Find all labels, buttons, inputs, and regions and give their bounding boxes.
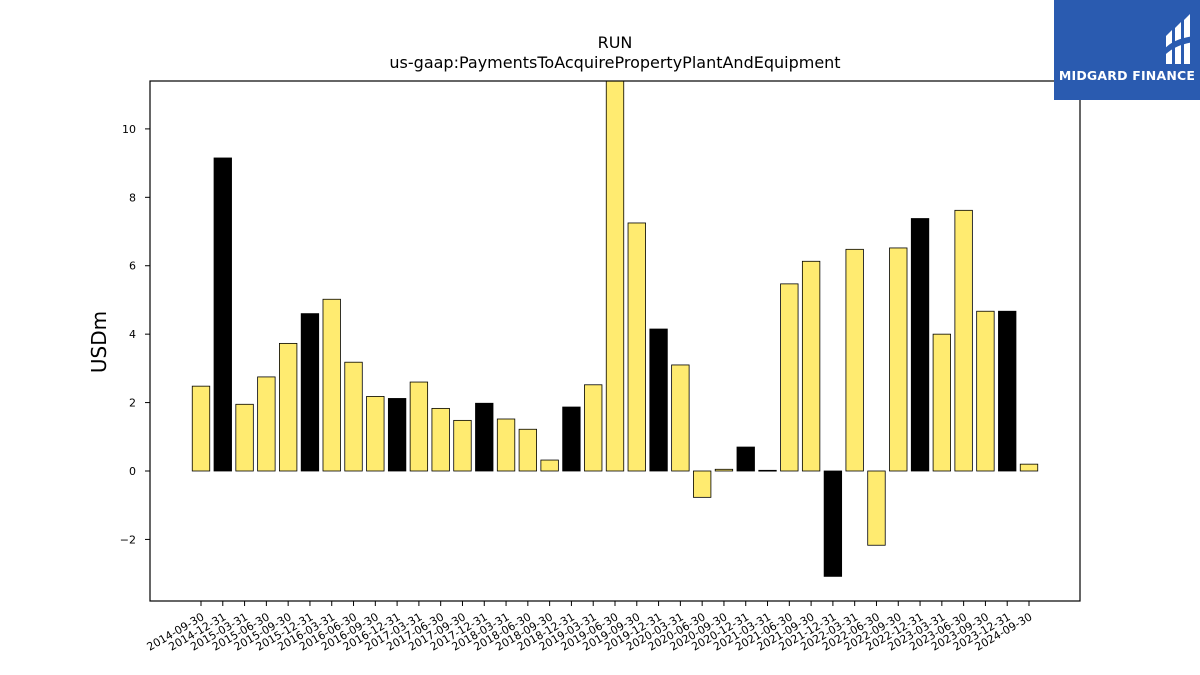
bar-2017-03-31 <box>409 381 429 472</box>
bar-2020-09-30 <box>714 468 734 472</box>
y-tick-label: −2 <box>120 533 136 546</box>
bar-2018-12-31 <box>562 406 581 472</box>
bar-2023-12-31 <box>998 310 1017 472</box>
bar-2017-06-30 <box>431 407 450 472</box>
midgard-finance-logo: MIDGARD FINANCE <box>1054 0 1200 100</box>
y-tick-label: 8 <box>129 191 136 204</box>
bar-2019-03-31 <box>584 384 603 472</box>
bar-2021-09-30 <box>801 260 821 472</box>
bar-2019-12-31 <box>649 328 668 472</box>
bar-2022-12-31 <box>910 218 930 472</box>
bar-2022-09-30 <box>889 247 908 472</box>
bar-2014-09-30 <box>191 385 211 472</box>
bar-2017-12-31 <box>475 402 494 472</box>
chart-title: RUN <box>598 33 633 52</box>
bar-2023-03-31 <box>932 333 951 472</box>
bar-2016-03-31 <box>322 298 341 472</box>
y-ticks-group: −2 0 2 4 6 8 10 <box>120 123 150 546</box>
bar-2015-03-31 <box>235 403 254 472</box>
y-tick-label: 6 <box>129 260 136 273</box>
bar-2022-06-30 <box>867 470 886 546</box>
y-tick-label: 2 <box>129 397 136 410</box>
bar-2018-06-30 <box>518 428 537 472</box>
y-axis-label: USDm <box>87 311 111 373</box>
bars-group <box>191 80 1039 577</box>
midgard-logo-icon <box>1162 14 1194 64</box>
bar-2022-03-31 <box>845 248 864 472</box>
y-tick-label: 10 <box>122 123 136 136</box>
bar-2021-12-31 <box>823 470 843 577</box>
bar-2021-03-31 <box>758 469 777 472</box>
bar-2020-06-30 <box>693 470 712 498</box>
bar-2015-09-30 <box>279 342 298 472</box>
bar-2016-09-30 <box>366 396 385 472</box>
bar-2018-03-31 <box>496 418 516 472</box>
bar-2020-12-31 <box>736 446 755 472</box>
bar-2016-06-30 <box>344 361 363 472</box>
bar-2019-06-30 <box>605 80 625 472</box>
bar-2017-09-30 <box>453 419 472 472</box>
bar-2018-09-30 <box>540 459 559 472</box>
y-tick-label: 0 <box>129 465 136 478</box>
x-ticks-group: 2014-09-302014-12-312015-03-312015-06-30… <box>145 601 1035 654</box>
bar-2024-09-30 <box>1019 463 1039 472</box>
bar-2015-06-30 <box>257 376 276 472</box>
chart-subtitle: us-gaap:PaymentsToAcquirePropertyPlantAn… <box>389 53 840 72</box>
bar-2019-09-30 <box>627 222 646 472</box>
bar-2021-06-30 <box>780 283 799 472</box>
bar-2023-09-30 <box>976 310 995 472</box>
bar-2020-03-31 <box>671 364 690 472</box>
bar-2023-06-30 <box>954 209 973 472</box>
bar-2015-12-31 <box>300 313 320 472</box>
logo-text: MIDGARD FINANCE <box>1058 68 1196 83</box>
bar-2016-12-31 <box>387 398 407 472</box>
plot-frame <box>149 80 1081 602</box>
bar-2014-12-31 <box>213 157 232 472</box>
y-tick-label: 4 <box>129 328 136 341</box>
